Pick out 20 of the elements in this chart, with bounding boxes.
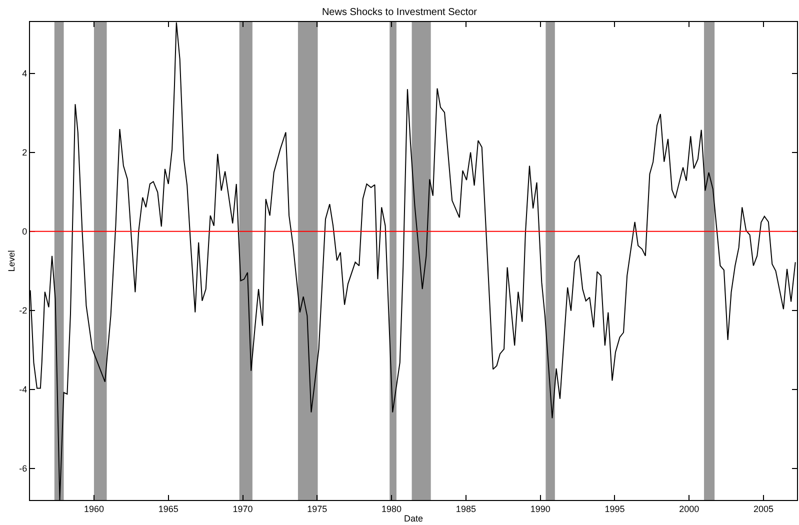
y-tick-label: 2 bbox=[22, 148, 28, 158]
x-tick-label: 1960 bbox=[84, 504, 104, 514]
x-tick-label: 2005 bbox=[754, 504, 774, 514]
line-series bbox=[30, 22, 796, 500]
y-tick-label: -2 bbox=[19, 306, 28, 316]
x-tick-label: 1975 bbox=[307, 504, 328, 514]
x-tick-label: 1970 bbox=[232, 504, 253, 514]
chart-title: News Shocks to Investment Sector bbox=[322, 6, 478, 18]
y-tick-label: 4 bbox=[22, 68, 28, 79]
y-axis-title: Level bbox=[6, 250, 17, 272]
x-axis-title: Date bbox=[404, 514, 424, 524]
y-tick-label: -6 bbox=[19, 464, 28, 474]
x-tick-label: 1980 bbox=[382, 504, 402, 514]
y-tick-label: -4 bbox=[19, 384, 28, 395]
x-tick-label: 2000 bbox=[679, 504, 700, 514]
x-tick-label: 1985 bbox=[456, 504, 476, 514]
y-tick-label: 0 bbox=[22, 226, 28, 237]
x-tick-label: 1990 bbox=[530, 504, 550, 514]
x-tick-label: 1965 bbox=[158, 504, 178, 514]
x-tick-label: 1995 bbox=[604, 504, 625, 514]
